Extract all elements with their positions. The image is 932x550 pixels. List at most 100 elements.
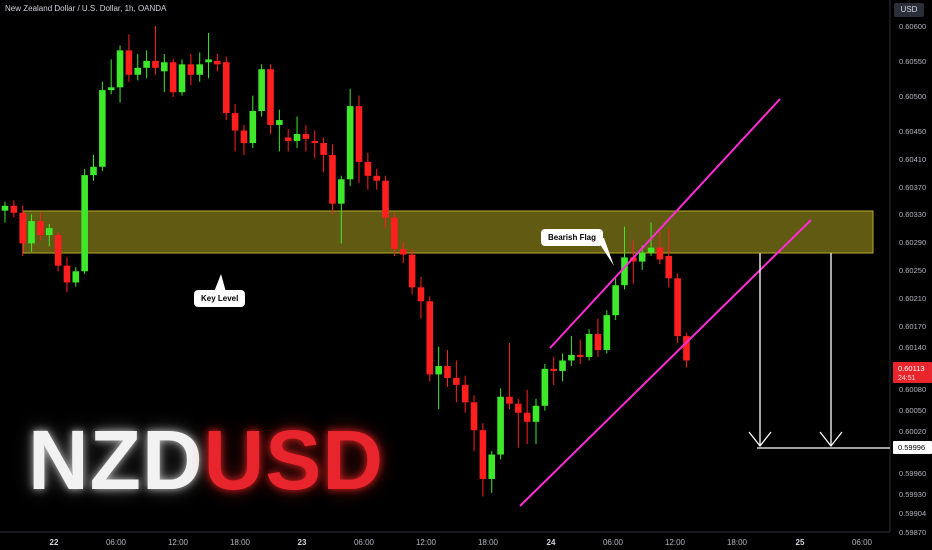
y-tick-label: 0.60330: [899, 210, 926, 219]
y-tick-label: 0.60290: [899, 238, 926, 247]
candle-body: [541, 368, 549, 406]
candle-body: [320, 143, 327, 155]
x-tick-label: 25: [796, 538, 805, 547]
candle-body: [258, 69, 265, 112]
y-tick-label: 0.60050: [899, 406, 926, 415]
candle-body: [178, 64, 186, 93]
candle-body: [470, 402, 478, 431]
candle-body: [54, 235, 62, 266]
candle-body: [329, 154, 336, 204]
target-price-tag: [893, 441, 932, 454]
candle-body: [267, 69, 274, 125]
x-tick-label: 18:00: [727, 538, 748, 547]
candle-body: [143, 60, 150, 68]
y-tick-label: 0.59930: [899, 490, 926, 499]
candle-body: [683, 336, 690, 361]
y-tick-label: 0.60500: [899, 92, 926, 101]
candle-body: [355, 106, 363, 162]
x-tick-label: 18:00: [478, 538, 499, 547]
y-tick-label: 0.60250: [899, 266, 926, 275]
x-tick-label: 24: [547, 538, 556, 547]
candle-body: [302, 134, 310, 139]
candle-body: [45, 228, 53, 236]
y-tick-label: 0.59904: [899, 509, 926, 518]
candle-body: [391, 217, 398, 249]
bearish-flag-callout: Bearish Flag: [541, 229, 604, 246]
candle-body: [81, 175, 88, 272]
candle-body: [568, 354, 575, 361]
candle-body: [373, 175, 380, 181]
candle-body: [603, 315, 611, 351]
candle-body: [293, 134, 301, 141]
key-level-pointer: [214, 274, 226, 292]
candle-body: [63, 265, 71, 283]
x-tick-label: 06:00: [603, 538, 624, 547]
candle-body: [665, 255, 673, 279]
candle-body: [674, 278, 681, 337]
candle-body: [276, 120, 283, 125]
x-tick-label: 12:00: [665, 538, 686, 547]
target-arrow-1-head: [748, 431, 772, 448]
candle-body: [19, 212, 26, 244]
x-tick-label: 22: [50, 538, 59, 547]
candle-body: [426, 301, 434, 375]
x-tick-label: 23: [298, 538, 307, 547]
candle-body: [222, 62, 230, 114]
candle-body: [638, 252, 646, 262]
candle-body: [656, 247, 664, 260]
candle-body: [488, 454, 496, 479]
candle-body: [10, 205, 18, 213]
target-arrow-2-head: [819, 431, 843, 448]
candle-body: [107, 87, 115, 91]
key-level-zone: [22, 210, 874, 254]
y-tick-label: 0.60600: [899, 22, 926, 31]
y-tick-label: 0.60410: [899, 155, 926, 164]
candle-body: [364, 161, 372, 176]
x-tick-label: 12:00: [416, 538, 437, 547]
candle-body: [311, 140, 319, 144]
candle-body: [585, 334, 593, 357]
candle-body: [205, 59, 212, 63]
candle-body: [37, 221, 44, 236]
y-tick-label: 0.60370: [899, 183, 926, 192]
candle-body: [346, 106, 354, 180]
current-price-tag: [893, 362, 932, 383]
candle-body: [408, 254, 416, 288]
y-tick-label: 0.60140: [899, 343, 926, 352]
x-tick-label: 06:00: [106, 538, 127, 547]
y-tick-label: 0.60080: [899, 385, 926, 394]
candle-body: [28, 221, 35, 244]
candle-body: [214, 60, 221, 65]
x-tick-label: 06:00: [354, 538, 375, 547]
candle-body: [453, 377, 460, 385]
y-tick-label: 0.60550: [899, 57, 926, 66]
candle-body: [187, 64, 195, 75]
candle-body: [515, 403, 522, 413]
candle-body: [576, 354, 584, 357]
key-level-callout: Key Level: [194, 290, 246, 307]
candle-body: [1, 205, 9, 211]
currency-button[interactable]: USD: [894, 3, 924, 17]
channel-lower-line: [519, 219, 812, 507]
candle-body: [116, 50, 124, 88]
target-price-value: 0.59996: [898, 443, 925, 452]
candle-body: [630, 257, 637, 262]
current-price-countdown: 24:51: [898, 375, 916, 382]
candle-body: [435, 366, 442, 375]
candle-body: [231, 113, 239, 131]
x-tick-label: 12:00: [168, 538, 189, 547]
candle-body: [506, 396, 513, 404]
candle-body: [125, 50, 133, 75]
candle-body: [479, 430, 487, 479]
x-tick-label: 06:00: [852, 538, 873, 547]
y-tick-label: 0.59870: [899, 528, 926, 537]
candle-body: [497, 396, 504, 455]
candle-body: [417, 287, 425, 302]
candle-body: [532, 405, 540, 422]
x-tick-label: 18:00: [230, 538, 251, 547]
y-tick-label: 0.60210: [899, 294, 926, 303]
chart-title: New Zealand Dollar / U.S. Dollar, 1h, OA…: [5, 4, 167, 13]
y-tick-label: 0.60170: [899, 322, 926, 331]
candle-body: [594, 334, 602, 351]
